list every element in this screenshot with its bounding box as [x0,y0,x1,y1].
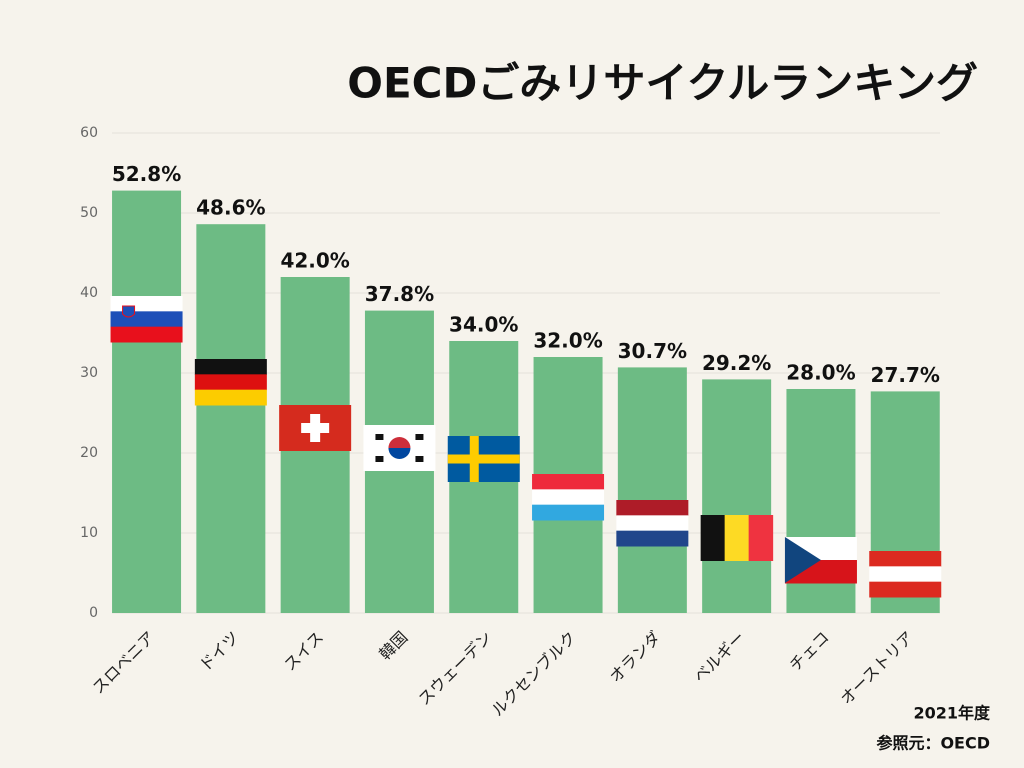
y-tick-label: 60 [80,125,98,141]
y-tick-label: 30 [80,365,98,381]
flag-part [110,296,183,312]
flag-part [194,374,267,391]
flag-part [375,456,384,462]
flag-part [700,515,726,561]
value-label: 48.6% [196,196,265,220]
x-tick-label: スロベニア [89,628,159,698]
value-label: 42.0% [280,249,349,273]
flag-part [869,551,942,567]
chart-title: OECDごみリサイクルランキング [347,59,978,108]
x-tick-label: スウェーデン [414,628,495,709]
flag-part [532,474,605,490]
flag-part [375,434,384,440]
flag-part [301,423,330,433]
note: 参照元：OECD [876,734,990,753]
value-label: 27.7% [871,363,940,387]
value-label: 29.2% [702,351,771,375]
flag-part [532,489,605,506]
flag-part [748,515,774,561]
value-label: 30.7% [618,339,687,363]
y-tick-label: 50 [80,205,98,221]
flag [110,296,183,343]
flag [447,436,520,482]
value-label: 37.8% [365,282,434,306]
flag-part [194,359,267,375]
flag-part [447,454,520,464]
flag-part [194,389,267,406]
x-tick-label: スイス [280,628,327,675]
bar [196,224,266,613]
flag-part [388,448,411,459]
flag [279,405,352,451]
y-tick-label: 40 [80,285,98,301]
y-tick-label: 10 [80,525,98,541]
flag [616,500,689,547]
flag [869,551,942,598]
flag-crest [122,305,136,318]
flag [194,359,267,406]
flag [784,537,857,584]
flag-part [616,530,689,547]
bar [112,190,182,613]
flag-part [415,456,424,462]
value-label: 34.0% [449,313,518,337]
x-tick-label: オランダ [606,628,665,687]
flag-part [532,504,605,521]
flag-part [724,515,750,561]
y-tick-label: 20 [80,445,98,461]
x-tick-label: ベルギー [690,628,749,687]
value-label: 52.8% [112,162,181,186]
flag-part [388,437,411,448]
y-tick-label: 0 [89,605,98,621]
bar [702,379,772,613]
flag-part [784,537,821,583]
flag-part [616,515,689,532]
x-tick-label: ルクセンブルク [488,628,580,720]
flag-part [869,566,942,583]
x-tick-label: オーストリア [837,628,918,709]
value-label: 28.0% [786,361,855,385]
flag-part [616,500,689,516]
flag [363,425,436,471]
x-tick-label: 韓国 [375,628,411,664]
x-tick-label: チェコ [786,628,833,675]
flag [700,515,774,561]
flag-part [869,581,942,598]
flag-part [110,326,183,343]
bar [617,367,687,613]
flag-part [110,311,183,328]
value-label: 32.0% [533,329,602,353]
note: 2021年度 [913,704,991,723]
flag [532,474,605,521]
x-tick-label: ドイツ [195,628,242,675]
flag-part [415,434,424,440]
